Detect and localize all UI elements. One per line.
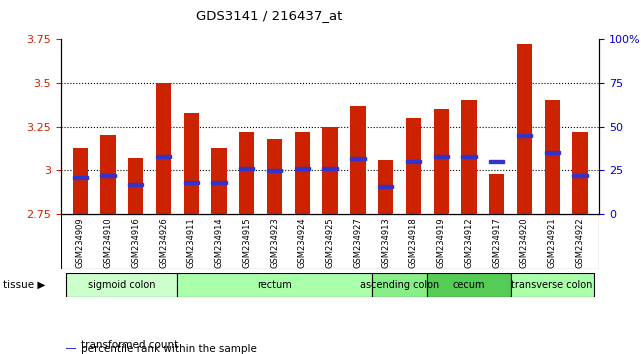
Bar — [212, 148, 227, 214]
Bar — [101, 135, 116, 214]
Bar — [184, 113, 199, 214]
Bar — [267, 169, 282, 172]
Bar — [322, 127, 338, 214]
Bar — [156, 83, 171, 214]
Text: GSM234918: GSM234918 — [409, 217, 418, 268]
Text: GSM234921: GSM234921 — [547, 217, 556, 268]
Text: rectum: rectum — [257, 280, 292, 290]
Bar — [156, 155, 171, 158]
Bar — [295, 132, 310, 214]
Text: GSM234925: GSM234925 — [326, 217, 335, 268]
Bar — [295, 167, 310, 170]
Bar — [178, 273, 372, 297]
Bar — [372, 273, 428, 297]
Text: GSM234926: GSM234926 — [159, 217, 168, 268]
Bar — [428, 273, 510, 297]
Bar — [267, 139, 282, 214]
Text: transverse colon: transverse colon — [512, 280, 593, 290]
Bar — [128, 158, 144, 214]
Bar — [572, 174, 588, 177]
Bar — [433, 109, 449, 214]
Text: transformed count: transformed count — [81, 340, 178, 350]
Text: GSM234909: GSM234909 — [76, 217, 85, 268]
Bar — [517, 44, 532, 214]
Text: GSM234910: GSM234910 — [104, 217, 113, 268]
Bar — [378, 160, 394, 214]
Text: GSM234911: GSM234911 — [187, 217, 196, 268]
Text: GSM234927: GSM234927 — [353, 217, 362, 268]
Bar — [67, 273, 178, 297]
Bar — [406, 160, 421, 163]
Text: GSM234924: GSM234924 — [298, 217, 307, 268]
Bar — [462, 100, 476, 214]
Bar — [72, 148, 88, 214]
Text: GSM234915: GSM234915 — [242, 217, 251, 268]
Text: GSM234920: GSM234920 — [520, 217, 529, 268]
Text: cecum: cecum — [453, 280, 485, 290]
Bar — [433, 155, 449, 158]
Bar — [489, 160, 504, 163]
Text: GSM234923: GSM234923 — [270, 217, 279, 268]
Bar — [101, 174, 116, 177]
Text: GSM234919: GSM234919 — [437, 217, 445, 268]
Bar — [544, 151, 560, 154]
Bar — [489, 174, 504, 214]
Bar — [239, 167, 254, 170]
Bar — [350, 105, 365, 214]
Bar — [72, 176, 88, 179]
Bar — [406, 118, 421, 214]
Bar — [517, 134, 532, 137]
Bar — [378, 184, 394, 188]
Bar — [544, 100, 560, 214]
Text: GSM234916: GSM234916 — [131, 217, 140, 268]
Text: GSM234913: GSM234913 — [381, 217, 390, 268]
Bar — [61, 214, 599, 269]
Text: percentile rank within the sample: percentile rank within the sample — [81, 343, 257, 354]
Text: ascending colon: ascending colon — [360, 280, 439, 290]
Bar — [184, 181, 199, 184]
Text: sigmoid colon: sigmoid colon — [88, 280, 156, 290]
Text: GSM234917: GSM234917 — [492, 217, 501, 268]
Bar — [572, 132, 588, 214]
Text: GSM234914: GSM234914 — [215, 217, 224, 268]
Text: GSM234922: GSM234922 — [576, 217, 585, 268]
Text: GSM234912: GSM234912 — [464, 217, 474, 268]
Text: GDS3141 / 216437_at: GDS3141 / 216437_at — [196, 9, 342, 22]
Text: tissue ▶: tissue ▶ — [3, 280, 46, 290]
Bar — [510, 273, 594, 297]
Bar — [212, 181, 227, 184]
Bar — [128, 183, 144, 186]
Bar — [462, 155, 476, 158]
Bar — [350, 156, 365, 160]
Bar — [239, 132, 254, 214]
Bar — [322, 167, 338, 170]
